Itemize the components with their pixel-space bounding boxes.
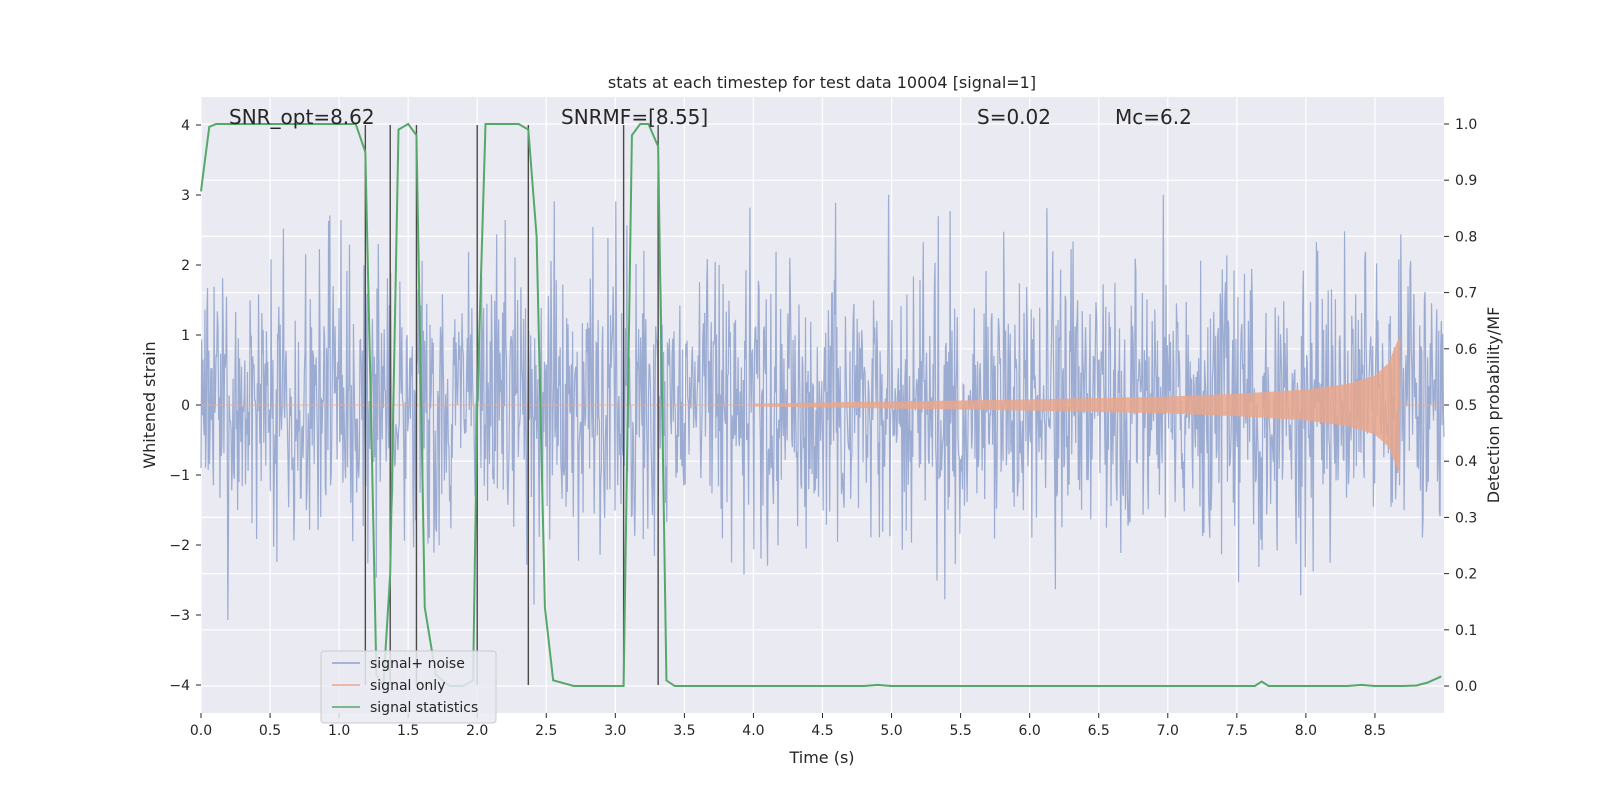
y2-axis-label: Detection probability/MF — [1484, 307, 1503, 504]
chart-title: stats at each timestep for test data 100… — [608, 73, 1036, 92]
y-tick-label-7: 3 — [181, 188, 190, 204]
x-tick-label-12: 6.0 — [1019, 723, 1041, 739]
y-tick-label-8: 4 — [181, 118, 190, 134]
annotation-s: S=0.02 — [977, 105, 1051, 129]
legend-label-signal-statistics: signal statistics — [370, 700, 478, 716]
y2-tick-label-4: 0.4 — [1455, 454, 1477, 470]
x-tick-label-0: 0.0 — [190, 723, 212, 739]
annotation-snr-opt-text: SNR_opt=8.62 — [229, 105, 375, 129]
y2-tick-label-1: 0.1 — [1455, 623, 1477, 639]
x-tick-label-5: 2.5 — [535, 723, 557, 739]
annotation-mc: Mc=6.2 — [1115, 105, 1192, 129]
y-tick-label-1: −3 — [169, 608, 190, 624]
annotation-snr-mf-text: SNRMF=[8.55] — [561, 105, 708, 129]
x-tick-label-3: 1.5 — [397, 723, 419, 739]
y2-tick-label-0: 0.0 — [1455, 679, 1477, 695]
x-tick-label-2: 1.0 — [328, 723, 350, 739]
x-tick-label-4: 2.0 — [466, 723, 488, 739]
y2-tick-label-3: 0.3 — [1455, 510, 1477, 526]
x-tick-label-15: 7.5 — [1226, 723, 1248, 739]
legend-label-signal-only: signal only — [370, 678, 445, 694]
legend-label-signal-noise: signal+ noise — [370, 656, 465, 672]
annotation-s-text: S=0.02 — [977, 105, 1051, 129]
x-tick-label-7: 3.5 — [673, 723, 695, 739]
y-tick-label-6: 2 — [181, 258, 190, 274]
legend-box — [320, 650, 497, 724]
y-tick-label-2: −2 — [169, 538, 190, 554]
x-tick-label-1: 0.5 — [259, 723, 281, 739]
vline-layer — [364, 125, 659, 685]
y-tick-label-5: 1 — [181, 328, 190, 344]
y2-tick-label-8: 0.8 — [1455, 229, 1477, 245]
legend: signal+ noise signal only signal statist… — [320, 650, 497, 724]
y2-tick-label-5: 0.5 — [1455, 398, 1477, 414]
x-tick-label-8: 4.0 — [742, 723, 764, 739]
x-tick-label-6: 3.0 — [604, 723, 626, 739]
x-axis-label: Time (s) — [788, 748, 854, 767]
y2-tick-label-7: 0.7 — [1455, 286, 1477, 302]
x-tick-label-13: 6.5 — [1088, 723, 1110, 739]
y2-tick-label-6: 0.6 — [1455, 342, 1477, 358]
series-signal-statistics-line — [200, 122, 1442, 690]
annotation-snr-mf: SNRMF=[8.55] — [561, 105, 708, 129]
x-tick-label-17: 8.5 — [1364, 723, 1386, 739]
x-tick-label-14: 7.0 — [1157, 723, 1179, 739]
annotation-mc-text: Mc=6.2 — [1115, 105, 1192, 129]
x-tick-label-16: 8.0 — [1295, 723, 1317, 739]
annotations: SNR_opt=8.62 SNRMF=[8.55] S=0.02 Mc=6.2 — [229, 105, 1192, 129]
y-tick-label-0: −4 — [169, 678, 190, 694]
series-signal-noise-line — [200, 194, 1445, 621]
y2-tick-label-10: 1.0 — [1455, 117, 1477, 133]
y-tick-label-3: −1 — [169, 468, 190, 484]
x-tick-label-9: 4.5 — [811, 723, 833, 739]
y-tick-label-4: 0 — [181, 398, 190, 414]
annotation-snr-opt: SNR_opt=8.62 — [229, 105, 375, 129]
y2-tick-label-2: 0.2 — [1455, 567, 1477, 583]
y2-tick-label-9: 0.9 — [1455, 173, 1477, 189]
x-tick-label-10: 5.0 — [880, 723, 902, 739]
data-layer — [200, 122, 1445, 690]
axes-layer: 0.0 0.5 1.0 1.5 2.0 2.5 3.0 3.5 4.0 4.5 5.0 5.5 6.0 6… — [169, 117, 1477, 739]
x-tick-label-11: 5.5 — [949, 723, 971, 739]
y-axis-label: Whitened strain — [140, 341, 159, 468]
series-signal-only-line — [201, 336, 1444, 473]
